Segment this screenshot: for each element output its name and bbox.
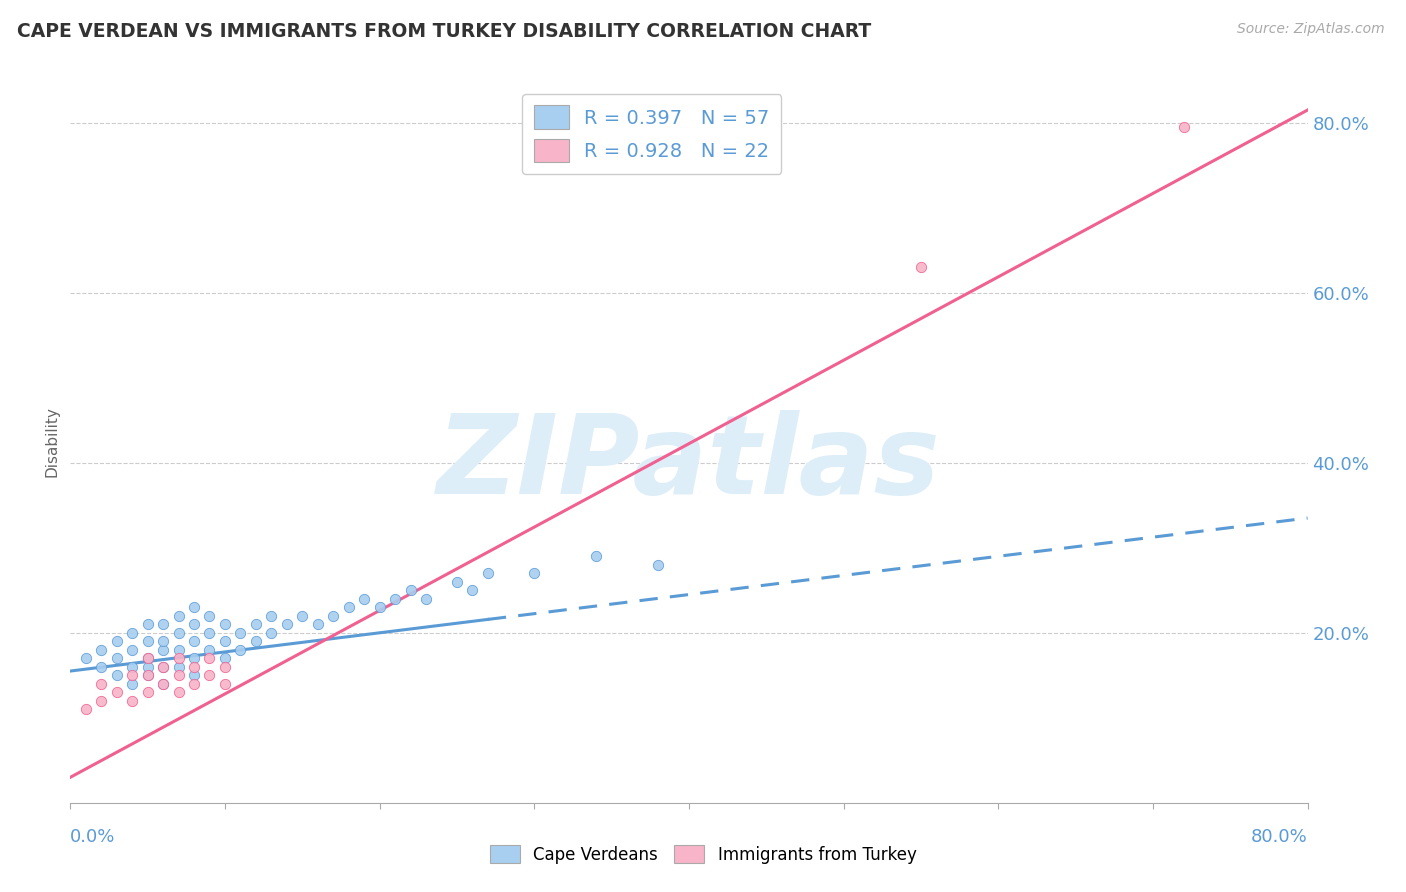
Point [152,617,174,632]
Point [214,651,236,665]
Point [446,574,468,589]
Point [167,642,190,657]
Point [245,617,267,632]
Point [214,677,236,691]
Point [523,566,546,581]
Point [260,608,283,623]
Point [136,634,159,648]
Point [136,660,159,674]
Point [214,617,236,632]
Point [136,617,159,632]
Point [183,660,205,674]
Point [167,625,190,640]
Point [136,685,159,699]
Point [90,642,112,657]
Point [152,677,174,691]
Text: CAPE VERDEAN VS IMMIGRANTS FROM TURKEY DISABILITY CORRELATION CHART: CAPE VERDEAN VS IMMIGRANTS FROM TURKEY D… [17,22,872,41]
Y-axis label: Disability: Disability [44,406,59,477]
Point [647,558,669,572]
Point [399,583,422,598]
Point [121,668,143,682]
Point [121,625,143,640]
Point [167,660,190,674]
Point [353,591,375,606]
Point [183,600,205,615]
Legend: Cape Verdeans, Immigrants from Turkey: Cape Verdeans, Immigrants from Turkey [482,838,924,871]
Point [90,694,112,708]
Point [105,634,128,648]
Point [167,668,190,682]
Point [121,694,143,708]
Point [229,642,252,657]
Point [152,660,174,674]
Point [198,668,221,682]
Point [105,685,128,699]
Point [183,651,205,665]
Point [167,651,190,665]
Point [183,668,205,682]
Point [337,600,360,615]
Point [136,668,159,682]
Point [167,608,190,623]
Point [368,600,391,615]
Point [183,617,205,632]
Point [121,660,143,674]
Point [152,677,174,691]
Point [105,651,128,665]
Point [384,591,406,606]
Point [183,634,205,648]
Point [152,642,174,657]
Point [75,651,97,665]
Point [291,608,314,623]
Point [167,685,190,699]
Point [105,668,128,682]
Point [910,260,932,275]
Point [121,642,143,657]
Point [415,591,437,606]
Text: Source: ZipAtlas.com: Source: ZipAtlas.com [1237,22,1385,37]
Point [90,660,112,674]
Point [477,566,499,581]
Point [260,625,283,640]
Point [121,677,143,691]
Point [214,634,236,648]
Point [152,634,174,648]
Point [183,677,205,691]
Point [585,549,607,564]
Point [136,668,159,682]
Point [214,660,236,674]
Point [90,677,112,691]
Legend: R = 0.397   N = 57, R = 0.928   N = 22: R = 0.397 N = 57, R = 0.928 N = 22 [522,94,782,174]
Point [307,617,329,632]
Point [198,608,221,623]
Point [229,625,252,640]
Point [152,660,174,674]
Point [1173,120,1195,134]
Point [198,642,221,657]
Point [461,583,484,598]
Point [136,651,159,665]
Text: ZIPatlas: ZIPatlas [437,409,941,516]
Text: 0.0%: 0.0% [70,828,115,846]
Point [198,625,221,640]
Point [245,634,267,648]
Point [75,702,97,716]
Point [322,608,344,623]
Point [136,651,159,665]
Text: 80.0%: 80.0% [1251,828,1308,846]
Point [276,617,298,632]
Point [198,651,221,665]
